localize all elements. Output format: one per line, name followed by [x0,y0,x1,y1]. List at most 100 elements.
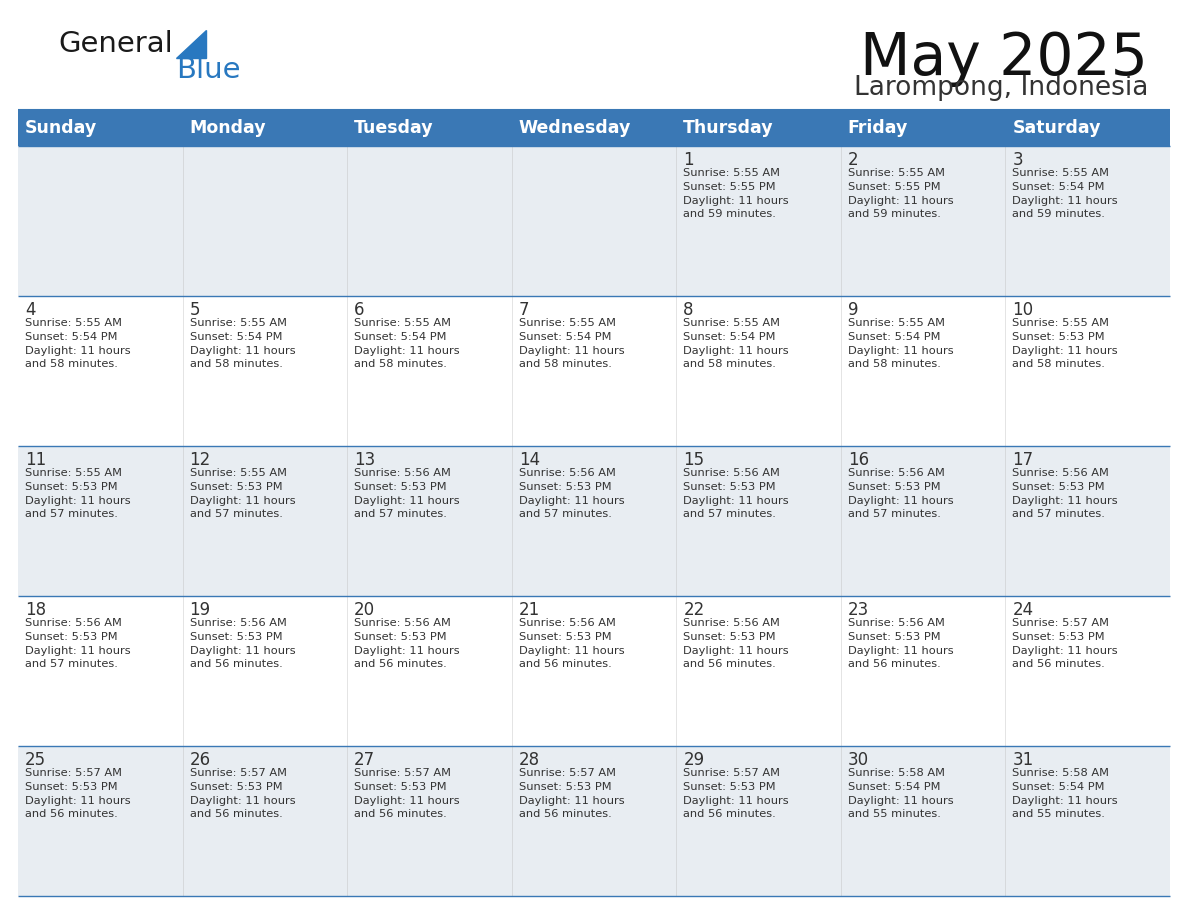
Text: Daylight: 11 hours: Daylight: 11 hours [1012,645,1118,655]
Text: Daylight: 11 hours: Daylight: 11 hours [1012,496,1118,506]
Text: Daylight: 11 hours: Daylight: 11 hours [848,196,954,206]
Text: Sunrise: 5:57 AM: Sunrise: 5:57 AM [519,768,615,778]
Text: and 57 minutes.: and 57 minutes. [354,509,447,520]
Text: and 59 minutes.: and 59 minutes. [848,209,941,219]
Bar [18,596,1170,746]
Text: Sunrise: 5:55 AM: Sunrise: 5:55 AM [683,168,781,178]
Text: Sunrise: 5:56 AM: Sunrise: 5:56 AM [683,618,781,628]
Text: Daylight: 11 hours: Daylight: 11 hours [519,796,625,806]
Text: and 56 minutes.: and 56 minutes. [190,659,283,669]
Text: Daylight: 11 hours: Daylight: 11 hours [848,345,954,355]
Text: and 55 minutes.: and 55 minutes. [1012,810,1105,820]
Text: Friday: Friday [848,119,909,137]
Text: General: General [58,30,172,58]
Text: Sunrise: 5:55 AM: Sunrise: 5:55 AM [25,468,122,478]
Text: and 58 minutes.: and 58 minutes. [1012,360,1105,369]
Text: 4: 4 [25,301,36,319]
Text: Daylight: 11 hours: Daylight: 11 hours [25,645,131,655]
Text: Sunrise: 5:56 AM: Sunrise: 5:56 AM [519,618,615,628]
Text: Daylight: 11 hours: Daylight: 11 hours [1012,345,1118,355]
Text: 26: 26 [190,751,210,769]
Text: and 55 minutes.: and 55 minutes. [848,810,941,820]
Text: Daylight: 11 hours: Daylight: 11 hours [519,645,625,655]
Text: and 57 minutes.: and 57 minutes. [683,509,776,520]
Text: Sunset: 5:55 PM: Sunset: 5:55 PM [848,182,941,192]
Text: 31: 31 [1012,751,1034,769]
Text: Sunset: 5:53 PM: Sunset: 5:53 PM [683,782,776,792]
Text: Sunset: 5:53 PM: Sunset: 5:53 PM [519,782,612,792]
Text: Daylight: 11 hours: Daylight: 11 hours [354,345,460,355]
Text: Sunset: 5:53 PM: Sunset: 5:53 PM [25,632,118,642]
Text: Sunrise: 5:56 AM: Sunrise: 5:56 AM [354,468,451,478]
Text: Sunset: 5:53 PM: Sunset: 5:53 PM [1012,632,1105,642]
Text: Sunrise: 5:57 AM: Sunrise: 5:57 AM [354,768,451,778]
Text: 7: 7 [519,301,529,319]
Text: Daylight: 11 hours: Daylight: 11 hours [848,796,954,806]
Text: Sunrise: 5:56 AM: Sunrise: 5:56 AM [1012,468,1110,478]
Text: Daylight: 11 hours: Daylight: 11 hours [683,496,789,506]
Bar [18,110,1170,146]
Text: Sunrise: 5:57 AM: Sunrise: 5:57 AM [1012,618,1110,628]
Bar [18,296,1170,446]
Text: Sunrise: 5:56 AM: Sunrise: 5:56 AM [25,618,122,628]
Text: Sunrise: 5:55 AM: Sunrise: 5:55 AM [190,468,286,478]
Text: 21: 21 [519,601,541,619]
Text: Daylight: 11 hours: Daylight: 11 hours [190,796,295,806]
Text: Daylight: 11 hours: Daylight: 11 hours [1012,796,1118,806]
Text: Sunrise: 5:58 AM: Sunrise: 5:58 AM [848,768,944,778]
Text: 29: 29 [683,751,704,769]
Text: 15: 15 [683,451,704,469]
Text: 10: 10 [1012,301,1034,319]
Text: Daylight: 11 hours: Daylight: 11 hours [683,196,789,206]
Text: 28: 28 [519,751,539,769]
Text: Tuesday: Tuesday [354,119,434,137]
Text: Sunrise: 5:55 AM: Sunrise: 5:55 AM [354,318,451,328]
Text: 22: 22 [683,601,704,619]
Text: Sunrise: 5:55 AM: Sunrise: 5:55 AM [519,318,615,328]
Text: and 58 minutes.: and 58 minutes. [848,360,941,369]
Text: Sunset: 5:53 PM: Sunset: 5:53 PM [683,632,776,642]
Text: and 56 minutes.: and 56 minutes. [25,810,118,820]
Text: and 56 minutes.: and 56 minutes. [354,659,447,669]
Text: 6: 6 [354,301,365,319]
Text: Sunset: 5:53 PM: Sunset: 5:53 PM [354,482,447,492]
Text: and 59 minutes.: and 59 minutes. [683,209,776,219]
Text: 1: 1 [683,151,694,169]
Text: Sunrise: 5:56 AM: Sunrise: 5:56 AM [190,618,286,628]
Text: Sunset: 5:54 PM: Sunset: 5:54 PM [190,331,282,341]
Text: and 56 minutes.: and 56 minutes. [519,659,612,669]
Text: Daylight: 11 hours: Daylight: 11 hours [190,496,295,506]
Text: Sunrise: 5:56 AM: Sunrise: 5:56 AM [683,468,781,478]
Text: 30: 30 [848,751,868,769]
Text: Sunrise: 5:57 AM: Sunrise: 5:57 AM [683,768,781,778]
Text: 13: 13 [354,451,375,469]
Text: Sunrise: 5:56 AM: Sunrise: 5:56 AM [354,618,451,628]
Text: Sunset: 5:54 PM: Sunset: 5:54 PM [683,331,776,341]
Text: and 56 minutes.: and 56 minutes. [190,810,283,820]
Text: Sunset: 5:53 PM: Sunset: 5:53 PM [25,782,118,792]
Text: Daylight: 11 hours: Daylight: 11 hours [190,345,295,355]
Text: Sunset: 5:54 PM: Sunset: 5:54 PM [848,331,941,341]
Text: 24: 24 [1012,601,1034,619]
Text: Sunrise: 5:55 AM: Sunrise: 5:55 AM [848,318,944,328]
Text: Sunset: 5:53 PM: Sunset: 5:53 PM [354,782,447,792]
Text: Sunset: 5:55 PM: Sunset: 5:55 PM [683,182,776,192]
Text: Daylight: 11 hours: Daylight: 11 hours [683,345,789,355]
Text: 2: 2 [848,151,859,169]
Bar [18,746,1170,896]
Text: Sunset: 5:53 PM: Sunset: 5:53 PM [519,482,612,492]
Text: and 58 minutes.: and 58 minutes. [683,360,776,369]
Polygon shape [176,30,206,58]
Text: and 56 minutes.: and 56 minutes. [683,659,776,669]
Text: Daylight: 11 hours: Daylight: 11 hours [25,796,131,806]
Text: 16: 16 [848,451,868,469]
Text: Sunrise: 5:56 AM: Sunrise: 5:56 AM [848,618,944,628]
Text: 14: 14 [519,451,539,469]
Text: Sunset: 5:53 PM: Sunset: 5:53 PM [354,632,447,642]
Text: and 58 minutes.: and 58 minutes. [519,360,612,369]
Text: Sunrise: 5:55 AM: Sunrise: 5:55 AM [190,318,286,328]
Text: Daylight: 11 hours: Daylight: 11 hours [354,796,460,806]
Text: Sunrise: 5:55 AM: Sunrise: 5:55 AM [683,318,781,328]
Text: and 56 minutes.: and 56 minutes. [1012,659,1105,669]
Text: Sunset: 5:53 PM: Sunset: 5:53 PM [190,782,283,792]
